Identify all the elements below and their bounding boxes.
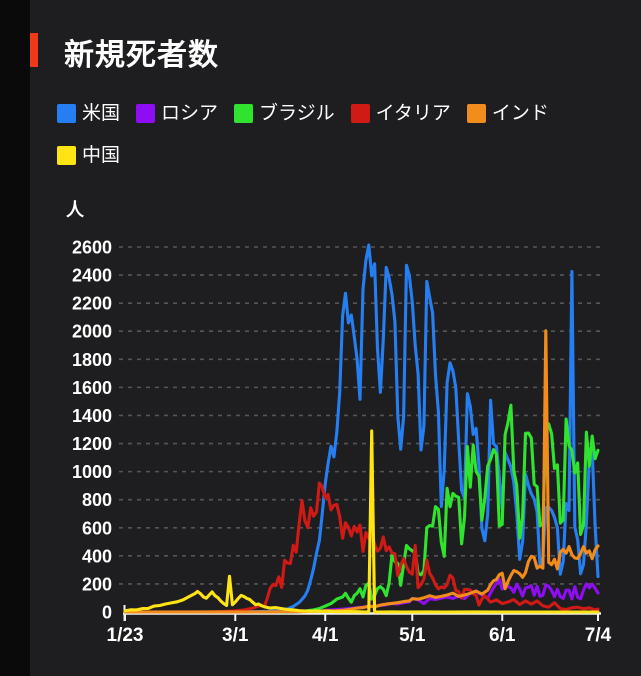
y-axis-label: 2000 <box>72 322 112 342</box>
y-axis-label: 2400 <box>72 266 112 286</box>
x-axis-label: 1/23 <box>107 625 144 646</box>
legend-swatch-usa <box>57 104 76 123</box>
title-accent-bar <box>30 33 38 67</box>
y-axis-label: 200 <box>82 574 112 594</box>
y-axis-label: 1600 <box>72 378 112 398</box>
legend-swatch-italy <box>350 104 370 123</box>
legend-label: 中国 <box>82 145 121 166</box>
y-axis-unit-label: 人 <box>66 200 84 220</box>
legend-swatch-brazil <box>234 104 254 123</box>
y-axis-label: 1800 <box>72 350 112 370</box>
series-line-china <box>123 429 600 614</box>
y-axis-label: 600 <box>82 518 112 538</box>
left-side-strip <box>0 0 30 676</box>
y-axis-label: 1200 <box>72 434 112 454</box>
y-axis-label: 400 <box>82 546 112 566</box>
y-axis-label: 2200 <box>72 294 112 314</box>
x-axis-label: 5/1 <box>399 625 426 646</box>
y-axis-label: 2600 <box>72 238 112 258</box>
chart-legend: 米国 ロシア ブラジル イタリア インド中国 <box>57 104 582 165</box>
page-title: 新規死者数 <box>64 39 219 72</box>
series-line-italy <box>123 481 600 614</box>
x-axis-label: 4/1 <box>312 625 339 646</box>
legend-swatch-russia <box>136 104 156 123</box>
legend-item-china: 中国 <box>57 146 120 165</box>
legend-label: イタリア <box>375 103 451 124</box>
y-axis-label: 800 <box>82 490 112 510</box>
series-line-usa <box>123 243 600 614</box>
x-axis-label: 7/4 <box>585 625 612 646</box>
legend-item-india: インド <box>466 103 549 124</box>
legend-swatch-india <box>466 104 486 123</box>
legend-label: 米国 <box>82 103 121 124</box>
y-axis-label: 1400 <box>72 406 112 426</box>
y-axis-label: 1000 <box>72 462 112 482</box>
x-axis-label: 3/1 <box>222 625 249 646</box>
series-line-india <box>123 329 600 614</box>
legend-item-italy: イタリア <box>350 103 451 124</box>
legend-label: ブラジル <box>259 103 335 124</box>
legend-label: ロシア <box>161 103 219 124</box>
x-axis-label: 6/1 <box>489 625 516 646</box>
legend-item-brazil: ブラジル <box>234 104 335 123</box>
y-axis-label: 0 <box>102 603 112 623</box>
series-line-brazil <box>123 403 600 614</box>
legend-item-usa: 米国 <box>57 104 120 123</box>
legend-item-russia: ロシア <box>136 104 218 123</box>
legend-label: インド <box>491 103 549 124</box>
legend-swatch-china <box>57 146 76 165</box>
